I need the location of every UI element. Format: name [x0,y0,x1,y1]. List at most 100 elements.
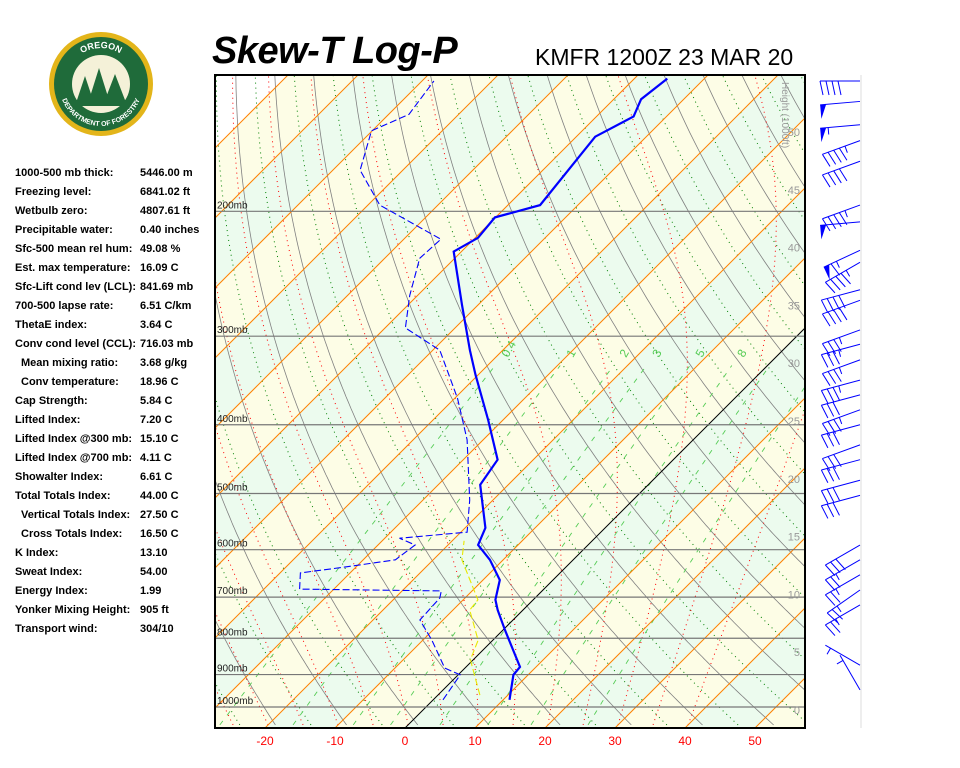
barb-feather [826,488,835,503]
barb-feather [820,505,829,519]
index-label: Energy Index: [15,585,88,597]
index-label: K Index: [15,547,59,559]
height-tick-label: 10 [788,589,800,601]
index-value: 4.11 C [140,452,172,464]
dotted-adiabat [873,67,960,725]
barb-feather [827,311,837,325]
barb-feather [830,263,841,276]
barb-staff [821,379,861,391]
pressure-label: 800mb [217,627,248,638]
barb-feather [833,149,842,163]
barb-feather [827,371,837,384]
height-tick-label: 5 [794,647,800,659]
barb-staff [825,604,861,626]
index-label: Est. max temperature: [15,262,131,274]
barb-staff [825,544,861,566]
barb-staff [825,644,861,666]
moist-adiabat [652,75,777,726]
isotherm [215,75,639,499]
wind-barb [820,494,861,519]
barb-feather [824,579,836,591]
barb-staff [821,424,861,436]
barb-feather [826,298,835,312]
barb-half-feather [835,618,840,626]
barb-half-feather [838,337,843,345]
moist-adiabat [509,75,618,726]
index-row: Wetbulb zero: 4807.61 ft [15,205,199,224]
wind-barb [820,124,861,143]
barb-feather [838,168,848,182]
isotherm [614,537,805,728]
mixing-ratio-line [530,365,770,726]
index-row: Vertical Totals Index: 27.50 C [15,509,199,528]
pressure-label: 900mb [217,664,248,675]
wind-barb [824,261,861,294]
barb-feather [833,214,842,228]
barb-feather [832,296,840,310]
mixing-ratio-line [390,365,647,726]
index-value: 6841.02 ft [140,186,191,198]
index-value: 15.10 C [140,433,179,445]
index-value: 49.08 % [140,243,181,255]
index-label: Cap Strength: [15,395,88,407]
barb-feather [833,170,842,184]
barb-staff [821,459,861,471]
pressure-label: 400mb [217,414,248,425]
index-label: Conv cond level (CCL): [15,338,137,350]
mixing-ratio-line [292,365,561,726]
dry-adiabat [430,75,805,691]
barb-feather [832,431,840,446]
temperature-tick-label: -10 [326,734,344,748]
barb-feather [826,612,839,624]
dry-adiabat [931,67,960,725]
wind-barb [819,80,860,96]
dry-adiabat [892,67,960,725]
barb-feather [821,154,831,167]
barb-feather [824,281,836,294]
barb-half-feather [835,261,840,268]
barb-staff [820,100,861,106]
barb-feather [837,80,842,96]
dotted-adiabat [605,75,805,413]
barb-feather [821,343,831,357]
dry-adiabat [546,75,805,506]
index-label: Freezing level: [15,186,92,198]
barb-feather [830,576,841,588]
index-row: Freezing level: 6841.02 ft [15,186,199,205]
barb-feather [827,151,837,165]
barb-feather [835,558,846,570]
index-value: 841.69 mb [140,281,194,293]
dry-adiabat [70,67,204,725]
barb-feather [821,458,831,471]
wind-barb [821,160,861,188]
wind-barb [820,479,861,504]
index-label: Total Totals Index: [15,490,111,502]
dotted-adiabat [912,67,960,725]
barb-feather [820,490,829,504]
index-row: Energy Index: 1.99 [15,585,199,604]
index-value: 44.00 C [140,490,179,502]
index-label: Sfc-Lift cond lev (LCL): [15,281,136,293]
isotherm [825,75,960,728]
barb-half-feather [844,145,848,153]
barb-feather [820,354,829,368]
index-row: Conv temperature: 18.96 C [15,376,199,395]
barb-feather [838,307,848,321]
barb-pennant [823,264,830,280]
index-value: 6.61 C [140,471,173,483]
barb-staff [822,444,861,460]
temperature-band [825,75,960,728]
index-row: Conv cond level (CCL): 716.03 mb [15,338,199,357]
dry-adiabat [235,75,490,726]
height-tick-label: 45 [788,185,800,197]
wind-barb [824,574,861,606]
index-row: Yonker Mixing Height: 905 ft [15,604,199,623]
temperature-tick-label: 50 [748,734,762,748]
wind-barb [820,221,861,240]
temperature-tick-label: 10 [468,734,482,748]
height-axis: 0 5 10 15 20 25 30 35 40 45 50 [788,127,800,717]
index-label: 700-500 lapse rate: [15,300,114,312]
height-axis-label: Height (1000ft) [779,82,790,148]
index-value: 1.99 [140,585,162,597]
index-value: 16.09 C [140,262,179,274]
